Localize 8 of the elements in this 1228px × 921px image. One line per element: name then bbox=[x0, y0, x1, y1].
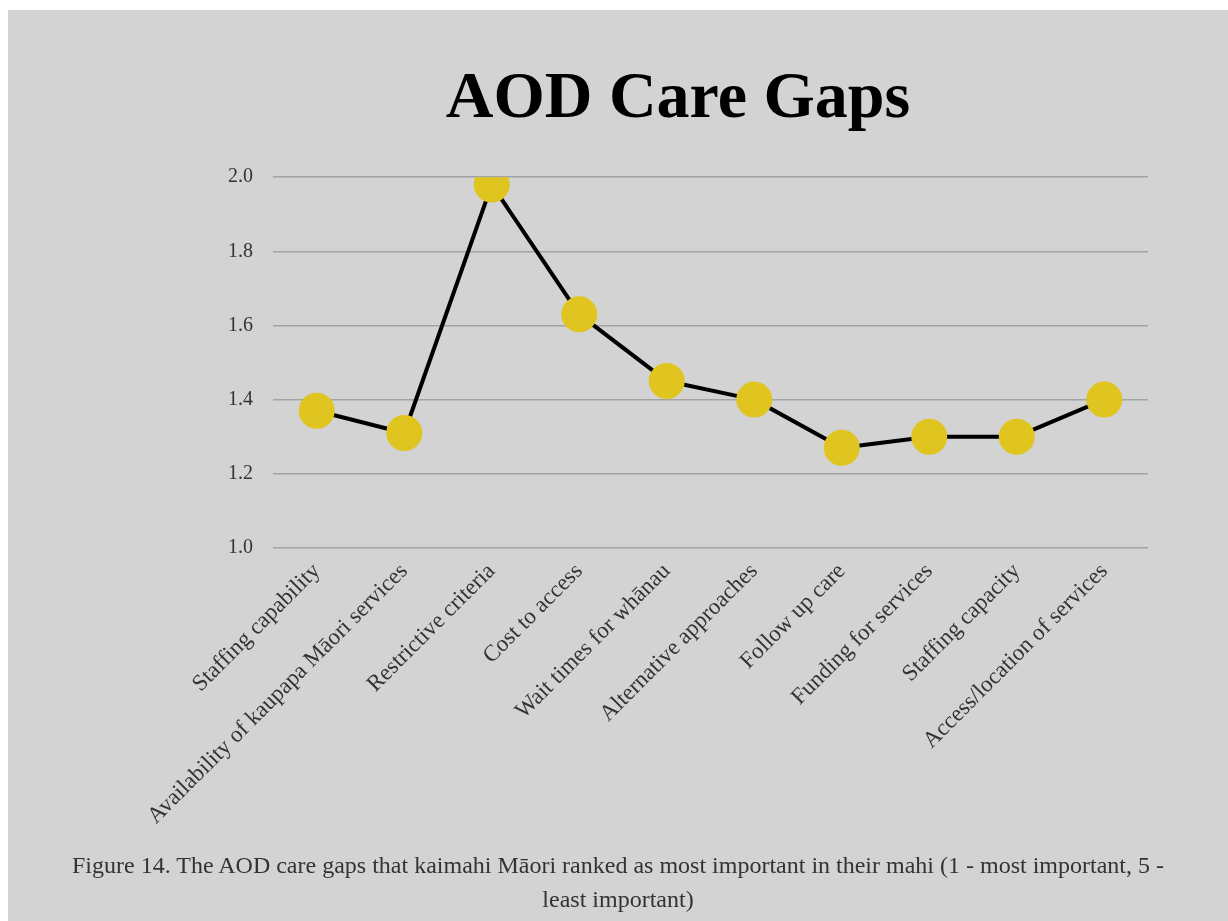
y-tick-label: 1.6 bbox=[228, 312, 253, 335]
y-tick-label: 1.2 bbox=[228, 461, 253, 483]
y-tick-label: 1.8 bbox=[228, 238, 253, 261]
y-tick-label: 1.0 bbox=[228, 535, 253, 558]
y-tick-label: 2.0 bbox=[228, 164, 253, 187]
y-tick-label: 1.4 bbox=[228, 386, 253, 409]
chart-title: AOD Care Gaps bbox=[445, 57, 911, 131]
caption: Figure 14. The AOD care gaps that kaimahi Māori ranked as most important in their mahi (1 - most important, 5 - least important) bbox=[71, 851, 1165, 914]
